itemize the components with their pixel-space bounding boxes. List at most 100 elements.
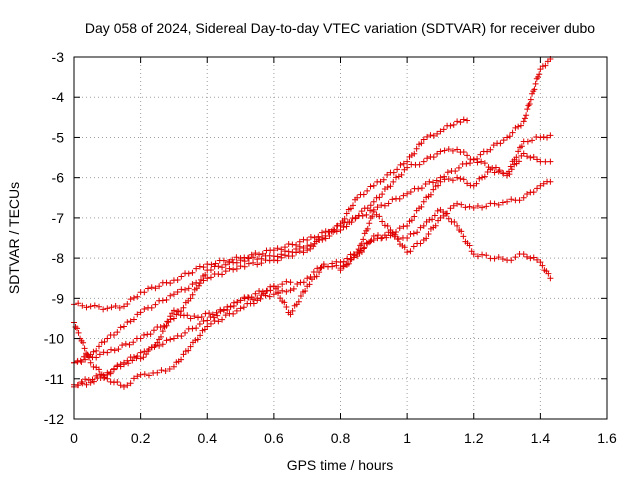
series-3-point xyxy=(319,236,326,243)
series-6-point xyxy=(137,355,144,362)
series-7-point xyxy=(444,210,451,217)
series-1-point xyxy=(270,247,277,254)
series-4-point xyxy=(82,376,89,383)
series-4-point xyxy=(182,329,189,336)
series-2-point xyxy=(222,261,229,268)
series-3-point xyxy=(254,261,261,268)
series-6-point xyxy=(458,228,465,235)
series-1-point xyxy=(220,257,227,264)
series-3-point xyxy=(278,254,285,261)
series-3-point xyxy=(289,252,296,259)
series-1-point xyxy=(385,200,392,207)
series-2-point xyxy=(540,133,547,140)
series-4-point xyxy=(460,176,467,183)
series-5-point xyxy=(283,278,290,285)
series-4-point xyxy=(200,318,207,325)
series-1-point xyxy=(422,181,429,188)
series-2-point xyxy=(202,271,209,278)
series-4-point xyxy=(204,317,211,324)
series-6-point xyxy=(250,296,257,303)
series-1-point xyxy=(389,196,396,203)
series-1-point xyxy=(116,304,123,311)
series-3-point xyxy=(440,126,447,133)
series-1-point xyxy=(520,118,527,125)
series-7-point xyxy=(340,262,347,269)
series-7-point xyxy=(351,252,358,259)
series-6-point xyxy=(307,273,314,280)
series-1-point xyxy=(120,303,127,310)
series-6-point xyxy=(245,294,252,301)
x-tick-label: 1.6 xyxy=(597,430,617,446)
series-4-point xyxy=(437,178,444,185)
series-2-point xyxy=(122,340,129,347)
series-5-point xyxy=(166,366,173,373)
y-tick-label: -10 xyxy=(44,331,64,347)
series-6-point xyxy=(310,268,317,275)
series-3-point xyxy=(152,301,159,308)
series-4-point xyxy=(378,235,385,242)
series-6-point xyxy=(125,360,132,367)
series-5-point xyxy=(240,304,247,311)
series-2-point xyxy=(346,219,353,226)
series-7-point xyxy=(450,202,457,209)
series-6-point xyxy=(534,256,541,263)
series-6-point xyxy=(499,255,506,262)
series-1-point xyxy=(108,304,115,311)
x-tick-label: 1.2 xyxy=(464,430,484,446)
series-6-point xyxy=(237,297,244,304)
y-tick-label: -9 xyxy=(52,290,65,306)
series-2-point xyxy=(547,132,554,139)
series-5-point xyxy=(178,356,185,363)
series-1-point xyxy=(318,229,325,236)
series-4-point xyxy=(78,378,85,385)
series-1-point xyxy=(404,190,411,197)
series-3-point xyxy=(328,228,335,235)
series-5-point xyxy=(158,367,165,374)
series-6-point xyxy=(266,293,273,300)
series-6-point xyxy=(547,275,554,282)
series-6-point xyxy=(329,263,336,270)
series-4-point xyxy=(515,158,522,165)
series-6-point xyxy=(83,381,90,388)
series-3-point xyxy=(354,194,361,201)
series-7-point xyxy=(534,185,541,192)
series-3-point xyxy=(418,140,425,147)
series-3-point xyxy=(189,281,196,288)
series-7-point xyxy=(516,197,523,204)
series-1-point xyxy=(208,261,215,268)
series-5-point xyxy=(86,354,93,361)
series-6-point xyxy=(520,251,527,258)
series-6-point xyxy=(202,310,209,317)
series-7-point xyxy=(345,260,352,267)
series-5-point xyxy=(237,305,244,312)
series-3-point xyxy=(258,260,265,267)
series-3-point xyxy=(204,275,211,282)
series-3-point xyxy=(310,243,317,250)
series-7-point xyxy=(508,196,515,203)
series-2-point xyxy=(387,183,394,190)
series-4-point xyxy=(170,335,177,342)
series-7-point xyxy=(376,213,383,220)
series-1-point xyxy=(527,96,534,103)
series-3-point xyxy=(457,119,464,126)
series-2-point xyxy=(424,155,431,162)
series-7-point xyxy=(540,180,547,187)
series-7-point xyxy=(401,244,408,251)
series-2-point xyxy=(367,202,374,209)
series-4-point xyxy=(163,337,170,344)
series-3-point xyxy=(237,263,244,270)
series-3-point xyxy=(274,257,281,264)
series-2-point xyxy=(108,346,115,353)
series-6-point xyxy=(474,253,481,260)
series-4-point xyxy=(306,281,313,288)
series-7-point xyxy=(483,203,490,210)
series-7-point xyxy=(394,235,401,242)
series-6-point xyxy=(107,370,114,377)
y-tick-label: -6 xyxy=(52,170,65,186)
series-1-point xyxy=(134,293,141,300)
series-1-point xyxy=(381,202,388,209)
series-6-point xyxy=(333,262,340,269)
series-7-point xyxy=(404,249,411,256)
series-1-point xyxy=(378,202,385,209)
series-3-point xyxy=(207,274,214,281)
